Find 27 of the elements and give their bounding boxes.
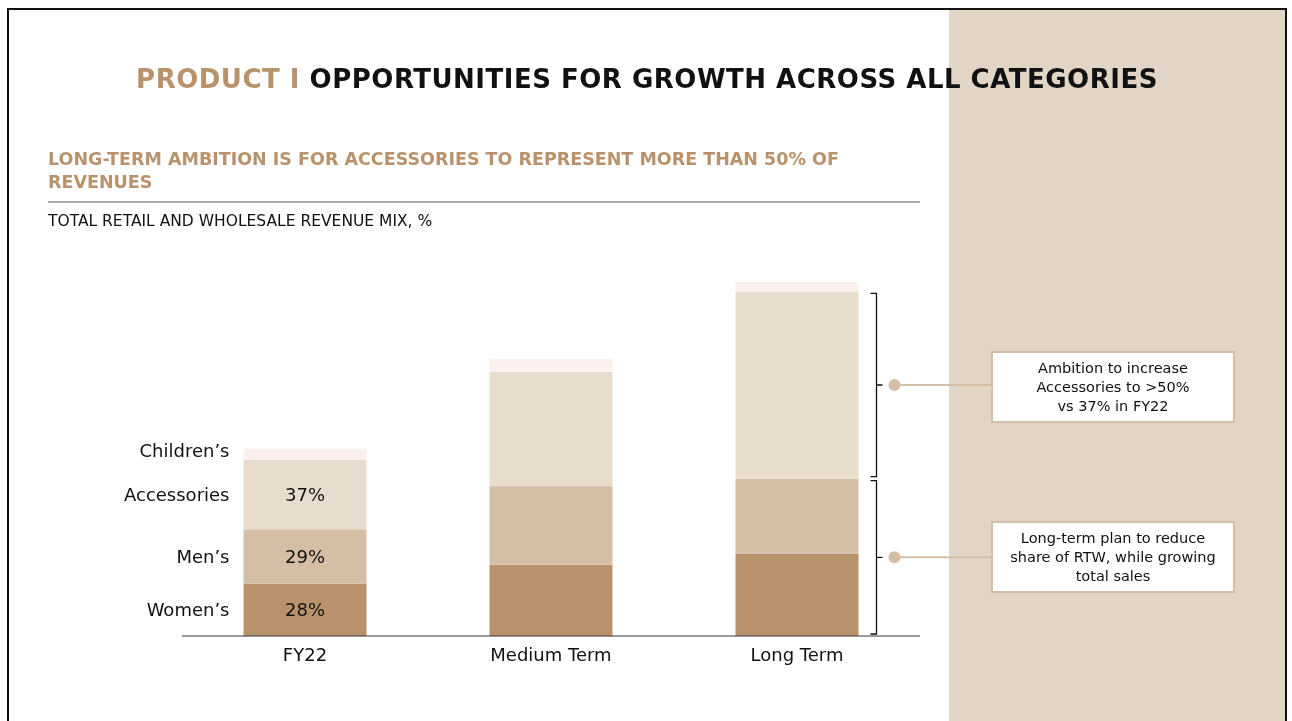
series-label: Children’s	[139, 439, 230, 461]
bar	[243, 583, 367, 636]
bar	[735, 478, 859, 554]
bar	[243, 529, 367, 584]
bar	[489, 564, 613, 636]
text: Long-term plan to reduce share of RTW, while growing total sales	[1010, 530, 1216, 584]
series-label: Women’s	[146, 599, 230, 621]
text: TOTAL RETAIL AND WHOLESALE REVENUE MIX, %	[47, 212, 433, 230]
bar	[243, 448, 367, 460]
bar	[735, 291, 859, 479]
bar	[243, 459, 367, 530]
x-tick-label: FY22	[282, 644, 328, 665]
chart-subtitle: LONG-TERM AMBITION IS FOR ACCESSORIES TO REPRESENT MORE THAN 50% OF REVENUES	[48, 148, 840, 194]
bar	[489, 486, 613, 565]
x-tick-label: Long Term	[750, 644, 844, 665]
bar	[489, 358, 613, 372]
series-label: Accessories	[124, 483, 230, 505]
data-label: 29%	[284, 545, 326, 567]
bar	[735, 553, 859, 636]
data-label: 28%	[284, 599, 326, 621]
data-label: 37%	[284, 483, 326, 505]
series-label: Men’s	[176, 545, 230, 567]
bar	[489, 371, 613, 487]
x-tick-label: Medium Term	[490, 644, 612, 665]
text: Ambition to increase Accessories to >50% vs 37% in FY22	[1036, 360, 1190, 414]
bar	[735, 282, 859, 292]
chart-title: PRODUCT I OPPORTUNITIES FOR GROWTH ACROSS ALL CATEGORIES	[136, 64, 1158, 94]
